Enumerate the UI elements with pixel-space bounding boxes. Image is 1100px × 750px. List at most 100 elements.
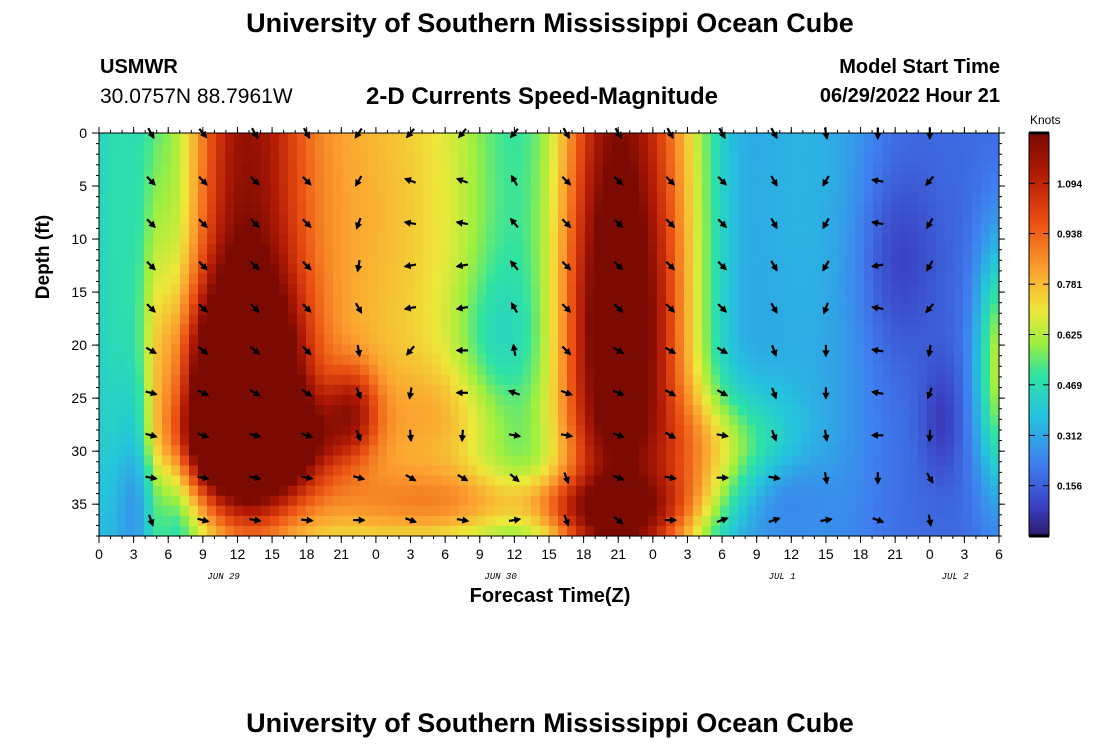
- current-arrow: [716, 389, 729, 397]
- heatmap-cell: [153, 445, 163, 456]
- heatmap-cell: [405, 223, 415, 235]
- heatmap-cell: [477, 294, 487, 305]
- heatmap-cell: [297, 294, 307, 305]
- heatmap-cell: [306, 163, 316, 174]
- heatmap-cell: [486, 213, 496, 225]
- colorbar-segment: [1029, 485, 1049, 490]
- heatmap-cell: [558, 455, 568, 467]
- heatmap-cell: [261, 344, 271, 356]
- heatmap-cell: [765, 143, 775, 154]
- heatmap-cell: [711, 364, 721, 376]
- heatmap-cell: [720, 294, 730, 305]
- heatmap-cell: [126, 183, 136, 195]
- heatmap-cell: [909, 425, 919, 436]
- heatmap-cell: [828, 324, 838, 336]
- heatmap-cell: [720, 153, 730, 164]
- x-axis-ticks: 0 3 6 9 12 15 18 21 0 3 6 9 12 15 18 21 0 3 6 9 12 15 18 21 0 3 6: [95, 127, 1003, 562]
- heatmap-cell: [945, 465, 955, 477]
- heatmap-cell: [810, 263, 820, 275]
- heatmap-cell: [828, 405, 838, 416]
- heatmap-cell: [261, 384, 271, 396]
- heatmap-cell: [846, 324, 856, 336]
- heatmap-cell: [315, 193, 325, 205]
- heatmap-cell: [558, 153, 568, 164]
- heatmap-cell: [99, 143, 109, 154]
- heatmap-cell: [990, 314, 1000, 326]
- heatmap-cell: [216, 495, 226, 507]
- heatmap-cell: [792, 344, 802, 356]
- heatmap-cell: [423, 495, 433, 507]
- heatmap-cell: [945, 515, 955, 527]
- heatmap-cell: [306, 435, 316, 446]
- heatmap-cell: [810, 173, 820, 184]
- heatmap-cell: [918, 364, 928, 376]
- heatmap-cell: [495, 233, 505, 245]
- heatmap-cell: [351, 294, 361, 305]
- heatmap-cell: [171, 465, 181, 477]
- heatmap-cell: [387, 243, 397, 255]
- heatmap-cell: [531, 263, 541, 275]
- heatmap-cell: [747, 445, 757, 456]
- current-arrow: [197, 346, 209, 355]
- heatmap-cell: [927, 294, 937, 305]
- heatmap-cell: [108, 485, 118, 497]
- heatmap-cell: [837, 435, 847, 446]
- heatmap-cell: [306, 173, 316, 184]
- current-arrow: [770, 175, 778, 187]
- heatmap-cell: [216, 294, 226, 305]
- y-tick-label: 30: [71, 443, 87, 459]
- heatmap-cell: [207, 263, 217, 275]
- heatmap-cell: [720, 425, 730, 436]
- heatmap-cell: [909, 213, 919, 225]
- heatmap-cell: [783, 405, 793, 416]
- heatmap-cell: [828, 203, 838, 215]
- heatmap-cell: [900, 455, 910, 467]
- heatmap-cell: [720, 314, 730, 326]
- heatmap-cell: [819, 173, 829, 184]
- heatmap-cell: [432, 133, 442, 144]
- heatmap-cell: [972, 294, 982, 305]
- heatmap-cell: [909, 384, 919, 396]
- heatmap-cell: [243, 425, 253, 436]
- heatmap-cell: [954, 243, 964, 255]
- heatmap-cell: [99, 384, 109, 396]
- heatmap-cell: [972, 284, 982, 295]
- heatmap-cell: [693, 485, 703, 497]
- heatmap-cell: [819, 143, 829, 154]
- heatmap-cell: [342, 243, 352, 255]
- heatmap-cell: [909, 203, 919, 215]
- x-tick-label: 12: [784, 546, 800, 562]
- heatmap-cell: [117, 163, 127, 174]
- heatmap-cell: [837, 364, 847, 376]
- heatmap-cell: [351, 193, 361, 205]
- heatmap-cell: [612, 233, 622, 245]
- heatmap-cell: [639, 495, 649, 507]
- heatmap-cell: [396, 485, 406, 497]
- heatmap-cell: [252, 425, 262, 436]
- x-tick-label: 21: [887, 546, 903, 562]
- heatmap-cell: [792, 525, 802, 537]
- heatmap-cell: [531, 515, 541, 527]
- heatmap-cell: [990, 324, 1000, 336]
- heatmap-cell: [612, 455, 622, 467]
- heatmap-cell: [909, 223, 919, 235]
- colorbar-segment: [1029, 277, 1049, 282]
- heatmap-cell: [927, 193, 937, 205]
- heatmap-cell: [135, 465, 145, 477]
- heatmap-cell: [351, 203, 361, 215]
- heatmap-cell: [549, 455, 559, 467]
- heatmap-cell: [486, 274, 496, 285]
- heatmap-cell: [144, 425, 154, 436]
- heatmap-cell: [576, 143, 586, 154]
- heatmap-cell: [279, 445, 289, 456]
- heatmap-cell: [990, 304, 1000, 315]
- heatmap-cell: [450, 253, 460, 265]
- heatmap-cell: [486, 435, 496, 446]
- heatmap-cell: [990, 505, 1000, 517]
- heatmap-cell: [351, 153, 361, 164]
- heatmap-cell: [171, 505, 181, 517]
- y-tick-label: 35: [71, 496, 87, 512]
- heatmap-cell: [549, 495, 559, 507]
- heatmap-cell: [369, 405, 379, 416]
- heatmap-cell: [864, 394, 874, 406]
